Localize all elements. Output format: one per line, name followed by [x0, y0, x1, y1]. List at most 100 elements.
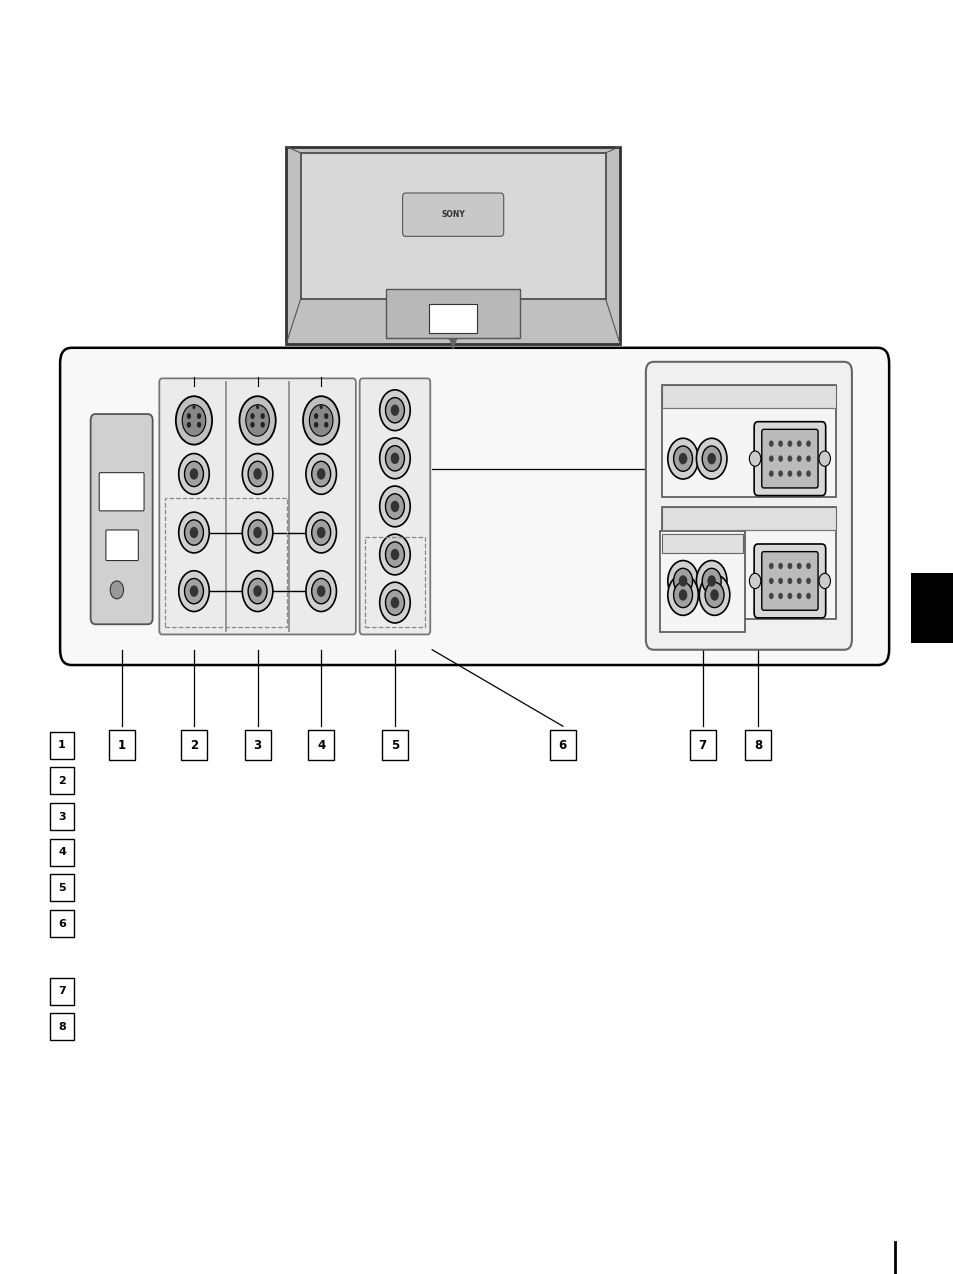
- Circle shape: [250, 422, 254, 428]
- FancyBboxPatch shape: [753, 544, 824, 618]
- Text: 5: 5: [58, 883, 66, 893]
- Circle shape: [253, 527, 261, 538]
- FancyBboxPatch shape: [109, 730, 134, 761]
- FancyBboxPatch shape: [381, 730, 408, 761]
- Circle shape: [818, 573, 829, 589]
- Circle shape: [178, 512, 209, 553]
- Circle shape: [748, 573, 760, 589]
- Circle shape: [184, 461, 203, 487]
- Circle shape: [787, 563, 791, 569]
- Text: 2: 2: [190, 739, 198, 752]
- Circle shape: [319, 405, 322, 409]
- Circle shape: [707, 454, 715, 464]
- Circle shape: [778, 441, 782, 447]
- Circle shape: [316, 586, 325, 596]
- Circle shape: [768, 470, 773, 476]
- Circle shape: [673, 446, 692, 471]
- FancyBboxPatch shape: [760, 552, 817, 610]
- Circle shape: [699, 575, 729, 615]
- Circle shape: [768, 563, 773, 569]
- Text: 1: 1: [117, 739, 126, 752]
- Circle shape: [778, 470, 782, 476]
- Circle shape: [710, 590, 718, 600]
- FancyBboxPatch shape: [753, 422, 824, 496]
- Circle shape: [385, 590, 404, 615]
- Text: 2: 2: [58, 776, 66, 786]
- Circle shape: [303, 396, 339, 445]
- Circle shape: [704, 582, 723, 608]
- FancyBboxPatch shape: [51, 1013, 73, 1041]
- Circle shape: [248, 461, 267, 487]
- Circle shape: [239, 396, 275, 445]
- FancyBboxPatch shape: [661, 385, 835, 497]
- FancyBboxPatch shape: [244, 730, 271, 761]
- Circle shape: [248, 520, 267, 545]
- Circle shape: [673, 582, 692, 608]
- Circle shape: [306, 454, 336, 494]
- Circle shape: [391, 598, 398, 608]
- Circle shape: [787, 441, 791, 447]
- Circle shape: [316, 527, 325, 538]
- Circle shape: [379, 438, 410, 479]
- Circle shape: [253, 586, 261, 596]
- Circle shape: [379, 485, 410, 527]
- Polygon shape: [286, 147, 619, 344]
- Text: 4: 4: [58, 847, 66, 857]
- FancyBboxPatch shape: [91, 414, 152, 624]
- Circle shape: [248, 578, 267, 604]
- FancyBboxPatch shape: [659, 531, 744, 632]
- Circle shape: [391, 405, 398, 415]
- Text: 3: 3: [253, 739, 261, 752]
- Circle shape: [805, 563, 810, 569]
- FancyBboxPatch shape: [402, 194, 503, 237]
- Circle shape: [111, 581, 124, 599]
- FancyBboxPatch shape: [760, 429, 817, 488]
- Circle shape: [679, 576, 686, 586]
- Circle shape: [707, 576, 715, 586]
- Circle shape: [805, 592, 810, 599]
- Text: 8: 8: [58, 1022, 66, 1032]
- FancyBboxPatch shape: [308, 730, 334, 761]
- Text: 8: 8: [754, 739, 761, 752]
- FancyBboxPatch shape: [99, 473, 144, 511]
- Circle shape: [385, 446, 404, 471]
- FancyBboxPatch shape: [181, 730, 207, 761]
- Circle shape: [184, 578, 203, 604]
- Circle shape: [805, 470, 810, 476]
- Circle shape: [196, 413, 201, 419]
- Circle shape: [184, 520, 203, 545]
- Circle shape: [246, 405, 269, 436]
- FancyBboxPatch shape: [106, 530, 138, 561]
- Circle shape: [187, 413, 191, 419]
- FancyBboxPatch shape: [60, 348, 888, 665]
- FancyBboxPatch shape: [359, 378, 430, 634]
- Text: 7: 7: [698, 739, 706, 752]
- Circle shape: [255, 405, 259, 409]
- Circle shape: [314, 422, 318, 428]
- Circle shape: [768, 592, 773, 599]
- Circle shape: [324, 422, 328, 428]
- Circle shape: [391, 452, 398, 464]
- Circle shape: [391, 549, 398, 561]
- Circle shape: [778, 592, 782, 599]
- FancyBboxPatch shape: [386, 289, 519, 338]
- FancyBboxPatch shape: [910, 573, 953, 643]
- Circle shape: [312, 578, 331, 604]
- Text: 3: 3: [58, 812, 66, 822]
- FancyBboxPatch shape: [51, 874, 73, 902]
- Circle shape: [312, 520, 331, 545]
- Circle shape: [696, 438, 726, 479]
- Circle shape: [748, 451, 760, 466]
- Circle shape: [778, 563, 782, 569]
- Circle shape: [787, 578, 791, 583]
- Circle shape: [187, 422, 191, 428]
- FancyBboxPatch shape: [51, 767, 73, 795]
- Circle shape: [805, 578, 810, 583]
- Circle shape: [314, 413, 318, 419]
- Circle shape: [805, 441, 810, 447]
- FancyBboxPatch shape: [744, 730, 771, 761]
- Circle shape: [379, 390, 410, 431]
- Circle shape: [312, 461, 331, 487]
- FancyBboxPatch shape: [51, 838, 73, 866]
- Circle shape: [796, 563, 801, 569]
